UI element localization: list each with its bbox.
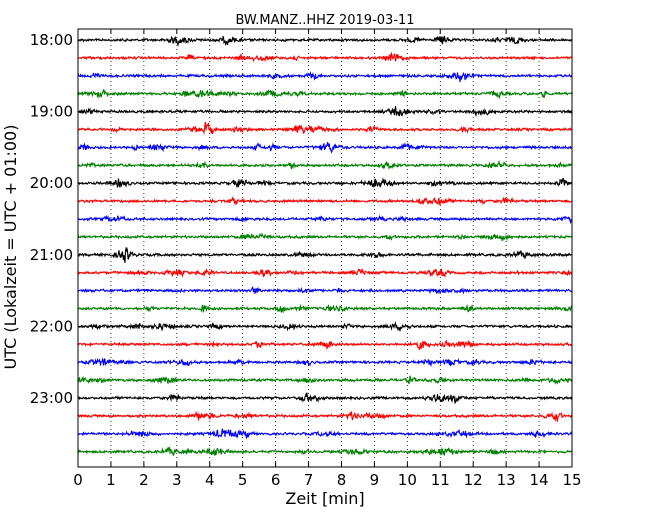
- trace-2100: [77, 246, 573, 263]
- y-tick-label: 21:00: [30, 246, 73, 264]
- trace-2215: [77, 339, 573, 351]
- trace-1915: [77, 121, 573, 135]
- x-tick-label: 7: [304, 471, 314, 489]
- y-tick-label: 18:00: [30, 31, 73, 49]
- trace-1900: [77, 106, 573, 118]
- trace-2300: [77, 392, 573, 405]
- x-tick-label: 12: [464, 471, 483, 489]
- x-tick-label: 10: [398, 471, 417, 489]
- x-tick-label: 4: [205, 471, 215, 489]
- x-tick-label: 2: [139, 471, 149, 489]
- x-tick-label: 0: [73, 471, 83, 489]
- x-tick-label: 8: [337, 471, 347, 489]
- x-tick-label: 9: [370, 471, 380, 489]
- x-axis-label: Zeit [min]: [285, 489, 364, 508]
- trace-1815: [77, 51, 573, 63]
- x-tick-label: 1: [106, 471, 116, 489]
- plot-frame: [77, 28, 573, 468]
- trace-1930: [77, 142, 572, 154]
- trace-group: [77, 35, 573, 457]
- trace-1830: [77, 70, 573, 83]
- y-tick-label: 23:00: [30, 389, 73, 407]
- x-tick-label: 5: [238, 471, 248, 489]
- trace-2245: [77, 375, 573, 385]
- x-tick-label: 13: [497, 471, 516, 489]
- y-tick-label: 22:00: [30, 317, 73, 335]
- x-axis: 0 1 2 3 4 5 6 7 8 9 10 11 12 13 14 15: [73, 29, 582, 489]
- trace-1945: [77, 159, 573, 171]
- trace-2345: [77, 446, 573, 457]
- trace-2115: [77, 268, 573, 278]
- x-tick-label: 14: [530, 471, 549, 489]
- trace-2330: [77, 428, 573, 440]
- trace-1845: [77, 88, 573, 100]
- x-tick-label: 11: [431, 471, 450, 489]
- y-axis: 18:00 19:00 20:00 21:00 22:00 23:00: [30, 31, 572, 407]
- chart-title: BW.MANZ..HHZ 2019-03-11: [235, 13, 414, 28]
- trace-2200: [77, 321, 573, 332]
- trace-2145: [77, 303, 573, 314]
- trace-1800: [77, 35, 573, 48]
- trace-2315: [77, 410, 573, 422]
- trace-2230: [77, 357, 573, 367]
- x-tick-label: 15: [562, 471, 581, 489]
- trace-2045: [77, 232, 573, 242]
- trace-2030: [77, 214, 573, 225]
- x-tick-label: 6: [271, 471, 281, 489]
- trace-2130: [77, 285, 573, 295]
- x-tick-label: 3: [172, 471, 182, 489]
- y-tick-label: 20:00: [30, 174, 73, 192]
- trace-2000: [77, 177, 573, 189]
- y-axis-label: UTC (Lokalzeit = UTC + 01:00): [1, 125, 20, 370]
- y-tick-label: 19:00: [30, 103, 73, 121]
- trace-2015: [77, 196, 573, 206]
